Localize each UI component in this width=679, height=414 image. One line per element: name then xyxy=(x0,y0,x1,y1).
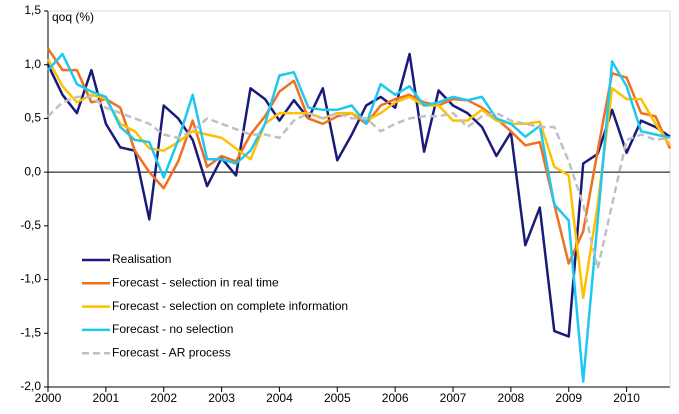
legend-label: Forecast - selection in real time xyxy=(112,275,279,289)
y-tick-label: -1,5 xyxy=(20,325,41,339)
y-axis-label: qoq (%) xyxy=(52,10,94,24)
y-tick-label: 1,0 xyxy=(24,57,41,71)
legend-label: Forecast - selection on complete informa… xyxy=(112,299,348,313)
x-tick-label: 2010 xyxy=(613,391,640,405)
x-tick-label: 2003 xyxy=(208,391,235,405)
x-tick-label: 2005 xyxy=(324,391,351,405)
x-tick-label: 2006 xyxy=(382,391,409,405)
x-tick-label: 2007 xyxy=(440,391,467,405)
x-tick-label: 2004 xyxy=(266,391,293,405)
y-tick-label: -2,0 xyxy=(20,379,41,393)
series-line xyxy=(47,95,671,271)
y-tick-label: 1,5 xyxy=(24,3,41,17)
y-tick-label: 0,0 xyxy=(24,164,41,178)
y-tick-label: -1,0 xyxy=(20,272,41,286)
legend-label: Forecast - AR process xyxy=(112,345,231,359)
x-tick-label: 2009 xyxy=(555,391,582,405)
series-line xyxy=(47,52,671,383)
series-line xyxy=(46,52,671,338)
x-tick-label: 2001 xyxy=(93,391,120,405)
legend-label: Realisation xyxy=(112,252,171,266)
x-tick-label: 2000 xyxy=(35,391,62,405)
legend-label: Forecast - no selection xyxy=(112,322,233,336)
x-tick-label: 2008 xyxy=(498,391,525,405)
series-line xyxy=(46,47,672,265)
x-tick-label: 2002 xyxy=(150,391,177,405)
y-tick-label: -0,5 xyxy=(20,218,41,232)
y-tick-label: 0,5 xyxy=(24,111,41,125)
